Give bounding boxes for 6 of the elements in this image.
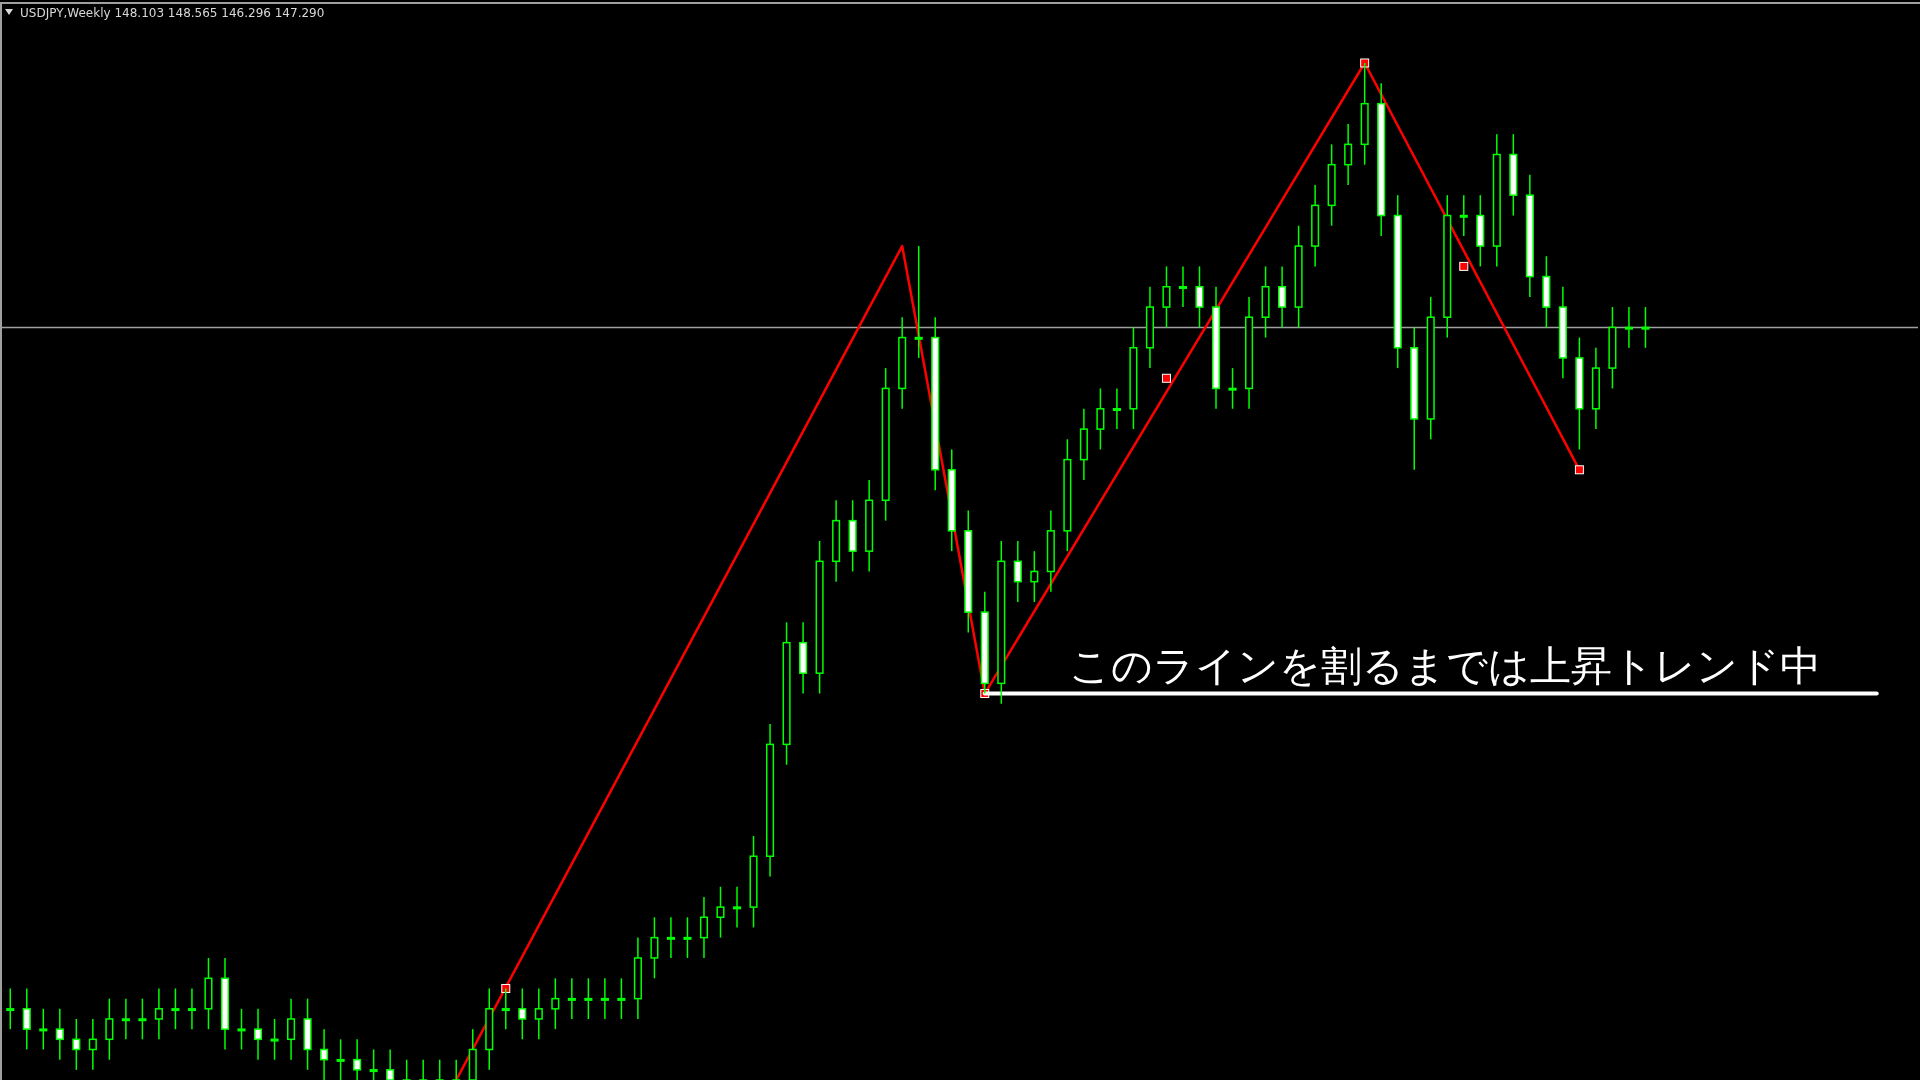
title: USDJPY,Weekly 148.103 148.565 146.296 147.290 <box>20 6 325 20</box>
point <box>1574 465 1584 475</box>
point <box>1360 58 1370 68</box>
point <box>1161 373 1171 383</box>
point <box>1459 261 1469 271</box>
annotation: このラインを割るまでは上昇トレンド中 <box>1068 641 1821 690</box>
